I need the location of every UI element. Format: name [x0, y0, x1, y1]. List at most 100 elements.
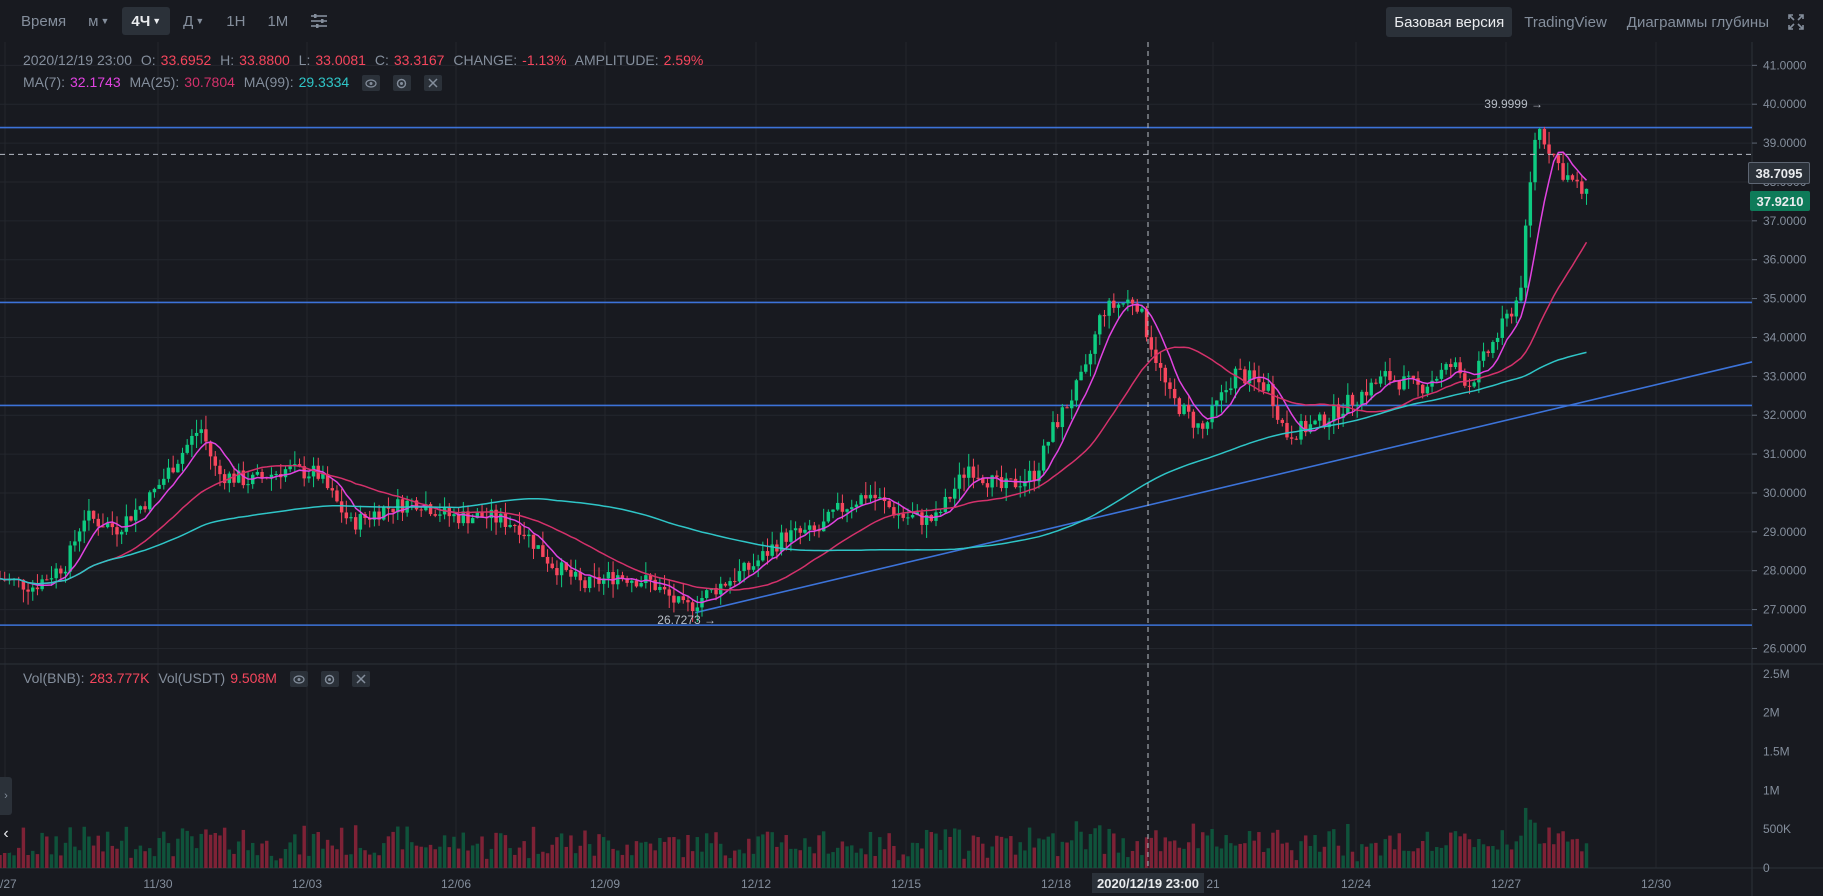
collapse-panel-button[interactable]: ‹	[0, 815, 12, 853]
candle-body	[213, 456, 217, 466]
candle-body	[714, 588, 718, 595]
candle-body	[1533, 139, 1537, 183]
interval-1w-button[interactable]: 1Н	[226, 12, 246, 30]
volume-bar	[555, 837, 559, 868]
settings-icon[interactable]	[320, 671, 339, 688]
candle-body	[910, 515, 915, 518]
tradingview-tab[interactable]: TradingView	[1524, 13, 1607, 31]
settings-icon[interactable]	[392, 75, 411, 92]
volume-bar	[185, 830, 189, 868]
volume-bar	[1102, 853, 1107, 868]
candle-body	[564, 562, 568, 570]
candle-body	[892, 507, 896, 516]
candle-body	[171, 467, 175, 473]
volume-bar	[906, 856, 910, 868]
candle-body	[1177, 398, 1182, 415]
ma25-value: 30.7804	[184, 74, 235, 90]
candle-body	[761, 551, 765, 561]
price-chart[interactable]: 26.0000 27.0000 28.0000 29.0000 30.0000 31.00…	[0, 42, 1823, 896]
candle-body	[1140, 308, 1144, 312]
candle-body	[1102, 315, 1107, 317]
volume-bar	[349, 854, 353, 868]
candle-body	[1491, 342, 1495, 354]
volume-bar	[265, 840, 269, 868]
volume-bar	[218, 835, 222, 868]
candle-body	[690, 602, 695, 612]
candle-body	[779, 532, 784, 552]
volume-bar	[747, 838, 751, 868]
candle-body	[475, 512, 480, 519]
volume-bar	[1561, 831, 1565, 868]
candle-body	[414, 500, 419, 510]
expand-panel-button[interactable]: ›	[0, 777, 12, 815]
volume-bar	[929, 832, 934, 868]
candle-body	[344, 512, 349, 519]
volume-bar	[35, 854, 40, 868]
close-icon[interactable]	[351, 671, 370, 688]
indicator-settings-button[interactable]	[301, 7, 337, 35]
candle-body	[1266, 384, 1270, 391]
volume-bar	[1126, 857, 1130, 868]
candle-body	[119, 531, 124, 535]
eye-icon[interactable]	[362, 75, 381, 92]
volume-bar	[110, 845, 115, 868]
interval-1m-button[interactable]: 1М	[267, 12, 289, 30]
price-tick-label: 29.0000	[1763, 525, 1807, 539]
candle-body	[1467, 385, 1472, 387]
candle-body	[681, 596, 685, 601]
volume-bar	[545, 853, 550, 868]
volume-bar	[1088, 834, 1093, 868]
basic-view-tab[interactable]: Базовая версия	[1386, 7, 1513, 37]
candle-body	[536, 545, 540, 549]
volume-bar	[559, 833, 564, 868]
candle-body	[1584, 188, 1589, 194]
volume-bar	[723, 855, 728, 868]
candle-body	[503, 513, 508, 527]
eye-icon[interactable]	[289, 671, 308, 688]
depth-chart-tab[interactable]: Диаграммы глубины	[1626, 13, 1769, 31]
candle-body	[302, 466, 306, 479]
volume-bar	[1280, 843, 1285, 868]
close-label: C:	[374, 52, 389, 68]
volume-bar	[1303, 835, 1308, 868]
volume-bar	[1009, 836, 1013, 868]
volume-bar	[1233, 845, 1238, 868]
candle-body	[1425, 386, 1430, 394]
volume-bar	[541, 851, 545, 868]
candle-body	[419, 509, 423, 511]
volume-bar	[1463, 833, 1467, 868]
volume-bar	[873, 856, 877, 868]
interval-4h-button[interactable]: 4Ч ▼	[122, 7, 171, 35]
volume-bar	[835, 847, 840, 868]
candle-body	[101, 526, 105, 528]
interval-day-button[interactable]: Д ▼	[174, 7, 213, 35]
volume-bar	[1247, 831, 1252, 868]
candle-body	[1257, 378, 1261, 383]
chart-background	[0, 42, 1823, 896]
candle-body	[1060, 407, 1065, 428]
candle-body	[400, 499, 405, 513]
close-icon[interactable]	[423, 75, 442, 92]
time-button[interactable]: Время	[21, 12, 67, 30]
volume-bar	[461, 832, 466, 868]
candle-body	[1514, 300, 1519, 317]
candle-body	[391, 508, 395, 513]
volume-bar	[962, 858, 966, 868]
volume-bar	[1374, 842, 1378, 868]
candle-body	[835, 502, 840, 510]
fullscreen-button[interactable]	[1781, 7, 1811, 37]
low-label: L:	[298, 52, 311, 68]
candle-body	[1378, 376, 1383, 384]
volume-bar	[887, 833, 891, 868]
candle-body	[1013, 478, 1018, 488]
volume-bar	[199, 833, 203, 868]
volume-bar	[386, 836, 391, 868]
candle-body	[976, 477, 980, 479]
volume-bar	[775, 846, 779, 868]
candle-body	[770, 544, 774, 556]
candle-body	[1449, 364, 1453, 368]
volume-bar	[550, 844, 554, 868]
volume-bar	[59, 855, 63, 868]
volume-bar	[241, 829, 246, 868]
interval-minutes-button[interactable]: м ▼	[79, 7, 118, 35]
